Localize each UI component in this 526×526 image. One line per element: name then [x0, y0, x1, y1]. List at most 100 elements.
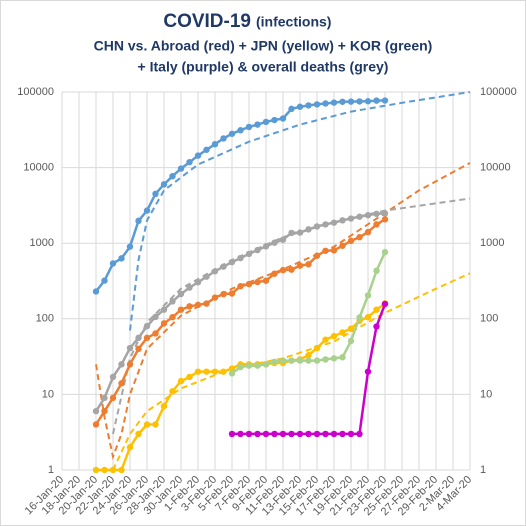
- data-point: [271, 270, 278, 277]
- data-point: [373, 97, 380, 104]
- data-point: [305, 261, 312, 268]
- data-point: [364, 313, 372, 321]
- data-point: [194, 368, 202, 375]
- data-point: [135, 430, 142, 438]
- data-point: [322, 100, 329, 107]
- data-point: [177, 306, 185, 313]
- data-point: [220, 263, 227, 270]
- data-point: [364, 292, 372, 299]
- data-point: [364, 211, 372, 219]
- chart-title-note: (infections): [256, 14, 331, 30]
- data-point: [143, 421, 151, 428]
- data-point: [92, 407, 100, 415]
- data-point: [254, 278, 261, 286]
- data-point: [322, 430, 329, 438]
- data-point: [220, 135, 227, 142]
- data-point: [305, 226, 312, 233]
- data-point: [356, 314, 363, 321]
- data-point: [373, 221, 380, 228]
- data-point: [296, 229, 304, 236]
- data-point: [135, 345, 142, 353]
- chart-subtitle: + Italy (purple) & overall deaths (grey): [138, 59, 389, 75]
- data-point: [313, 430, 321, 438]
- data-point: [101, 407, 108, 415]
- data-point: [109, 394, 117, 402]
- data-point: [169, 313, 176, 321]
- data-point: [211, 368, 219, 375]
- data-point: [330, 332, 338, 340]
- data-point: [126, 444, 134, 451]
- data-point: [279, 115, 287, 122]
- data-point: [152, 421, 159, 428]
- data-point: [169, 388, 176, 395]
- y2-tick-label: 10: [480, 388, 492, 400]
- data-point: [322, 336, 329, 343]
- data-point: [118, 255, 125, 262]
- data-point: [262, 118, 270, 126]
- data-point: [135, 334, 142, 342]
- data-point: [245, 362, 253, 369]
- data-point: [305, 102, 312, 109]
- data-point: [296, 430, 304, 438]
- data-point: [143, 334, 151, 342]
- data-point: [143, 207, 151, 214]
- data-point: [313, 101, 321, 108]
- y2-tick-label: 10000: [480, 162, 511, 174]
- data-point: [381, 248, 389, 256]
- data-point: [228, 430, 236, 438]
- data-point: [101, 466, 108, 474]
- data-point: [254, 362, 261, 369]
- data-point: [203, 273, 210, 280]
- data-point: [101, 394, 108, 402]
- data-point: [245, 250, 253, 258]
- y-tick-label: 10000: [23, 162, 54, 174]
- chart-title: COVID-19: [163, 11, 251, 32]
- data-point: [126, 344, 134, 352]
- trend-line: [129, 91, 471, 331]
- data-point: [228, 258, 236, 266]
- data-point: [381, 300, 389, 308]
- data-point: [237, 282, 244, 290]
- data-point: [254, 121, 261, 128]
- data-point: [126, 361, 134, 368]
- data-point: [177, 377, 185, 385]
- data-point: [330, 355, 338, 362]
- y2-tick-label: 100: [480, 313, 498, 325]
- data-point: [118, 380, 125, 387]
- data-point: [262, 277, 270, 284]
- data-point: [237, 363, 244, 371]
- data-point: [160, 402, 168, 410]
- data-point: [245, 280, 253, 288]
- data-point: [296, 262, 304, 269]
- data-point: [152, 330, 159, 337]
- data-point: [347, 98, 355, 105]
- data-point: [92, 466, 100, 474]
- data-point: [271, 239, 278, 246]
- data-point: [211, 294, 219, 301]
- data-point: [305, 352, 312, 359]
- data-point: [262, 243, 270, 250]
- y-tick-label: 1000: [30, 237, 54, 249]
- data-point: [313, 357, 321, 364]
- data-point: [373, 210, 380, 218]
- data-point: [203, 368, 210, 375]
- data-point: [101, 277, 108, 284]
- data-point: [356, 234, 363, 241]
- data-point: [330, 99, 338, 106]
- data-point: [92, 288, 100, 295]
- data-point: [279, 357, 287, 364]
- data-point: [364, 368, 372, 375]
- data-point: [313, 344, 321, 352]
- data-point: [364, 98, 372, 105]
- data-point: [330, 430, 338, 438]
- data-point: [169, 298, 176, 305]
- data-point: [356, 98, 363, 105]
- data-point: [254, 246, 261, 254]
- data-point: [347, 325, 355, 332]
- y2-tick-label: 1: [480, 464, 486, 476]
- data-point: [186, 303, 193, 310]
- data-point: [313, 252, 321, 259]
- data-point: [322, 247, 329, 254]
- data-point: [152, 190, 159, 198]
